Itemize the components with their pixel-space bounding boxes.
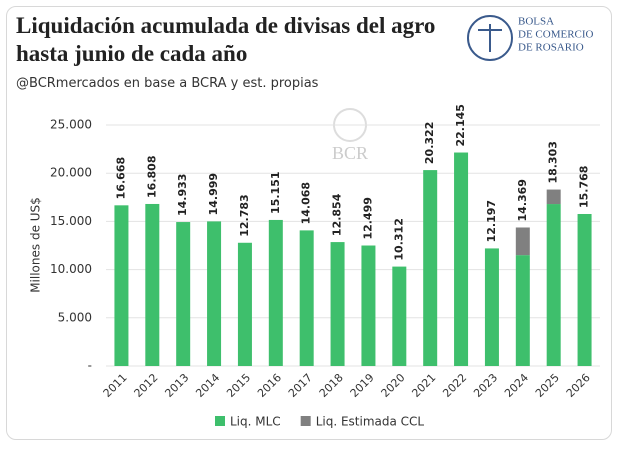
value-label: 20.322 xyxy=(423,122,436,164)
bar xyxy=(577,213,592,366)
y-tick-label: - xyxy=(88,359,92,373)
bar xyxy=(361,245,376,366)
bar xyxy=(114,205,129,366)
logo-emblem xyxy=(467,15,513,61)
x-tick-label: 2013 xyxy=(162,371,191,400)
bar xyxy=(515,255,530,366)
chart-title: Liquidación acumulada de divisas del agr… xyxy=(16,13,436,66)
x-tick-label: 2021 xyxy=(409,371,438,400)
value-label: 15.768 xyxy=(578,166,591,208)
x-tick-label: 2012 xyxy=(132,371,161,400)
y-tick-label: 20.000 xyxy=(50,166,92,180)
bar xyxy=(546,204,561,366)
value-label: 12.197 xyxy=(485,200,498,242)
value-label: 16.808 xyxy=(145,156,158,198)
x-tick-label: 2011 xyxy=(101,371,130,400)
x-tick-label: 2017 xyxy=(286,371,315,400)
bar xyxy=(392,266,407,366)
logo-text: DE ROSARIO xyxy=(518,42,584,54)
value-label: 12.783 xyxy=(238,194,251,236)
watermark: BCR xyxy=(332,143,368,163)
bar xyxy=(546,189,561,205)
legend-swatch xyxy=(300,416,311,426)
bar xyxy=(330,242,345,366)
logo-text: BOLSA xyxy=(518,16,554,28)
logo-text: DE COMERCIO xyxy=(518,29,594,41)
bar xyxy=(207,221,222,366)
value-label: 14.068 xyxy=(300,182,313,224)
bar xyxy=(454,152,469,366)
y-tick-label: 5.000 xyxy=(58,310,92,324)
value-label: 22.145 xyxy=(454,104,467,146)
x-tick-label: 2026 xyxy=(564,371,593,400)
x-tick-label: 2015 xyxy=(224,371,253,400)
value-label: 18.303 xyxy=(547,141,560,183)
x-tick-label: 2020 xyxy=(379,371,408,400)
bar xyxy=(423,170,438,366)
y-tick-label: 15.000 xyxy=(50,214,92,228)
value-label: 15.151 xyxy=(269,171,282,213)
value-label: 10.312 xyxy=(392,218,405,260)
bar xyxy=(145,203,160,366)
legend-label: Liq. Estimada CCL xyxy=(316,415,425,429)
value-label: 16.668 xyxy=(114,157,127,199)
legend-label: Liq. MLC xyxy=(230,415,281,429)
bar xyxy=(299,230,314,366)
x-tick-label: 2014 xyxy=(193,371,222,400)
bar xyxy=(176,222,191,366)
bar xyxy=(237,242,252,366)
chart-subtitle: @BCRmercados en base a BCRA y est. propi… xyxy=(16,76,319,91)
value-label: 12.499 xyxy=(361,197,374,239)
legend-swatch xyxy=(215,416,225,426)
value-label: 14.999 xyxy=(207,173,220,215)
bar xyxy=(515,227,530,256)
logo: BOLSA DE COMERCIO DE ROSARIO xyxy=(467,15,594,61)
bar xyxy=(268,219,283,366)
bar xyxy=(484,248,499,366)
y-tick-label: 10.000 xyxy=(50,262,92,276)
x-tick-label: 2024 xyxy=(502,371,531,400)
y-tick-label: 25.000 xyxy=(50,118,92,132)
value-label: 14.933 xyxy=(176,174,189,216)
y-axis-label: Millones de US$ xyxy=(29,197,43,293)
x-tick-label: 2025 xyxy=(533,371,562,400)
card xyxy=(6,6,612,440)
x-tick-label: 2022 xyxy=(440,371,469,400)
x-tick-label: 2023 xyxy=(471,371,500,400)
value-label: 12.854 xyxy=(331,193,344,236)
x-tick-label: 2018 xyxy=(317,371,346,400)
x-tick-label: 2016 xyxy=(255,371,284,400)
value-label: 14.369 xyxy=(516,179,529,221)
x-tick-label: 2019 xyxy=(348,371,377,400)
